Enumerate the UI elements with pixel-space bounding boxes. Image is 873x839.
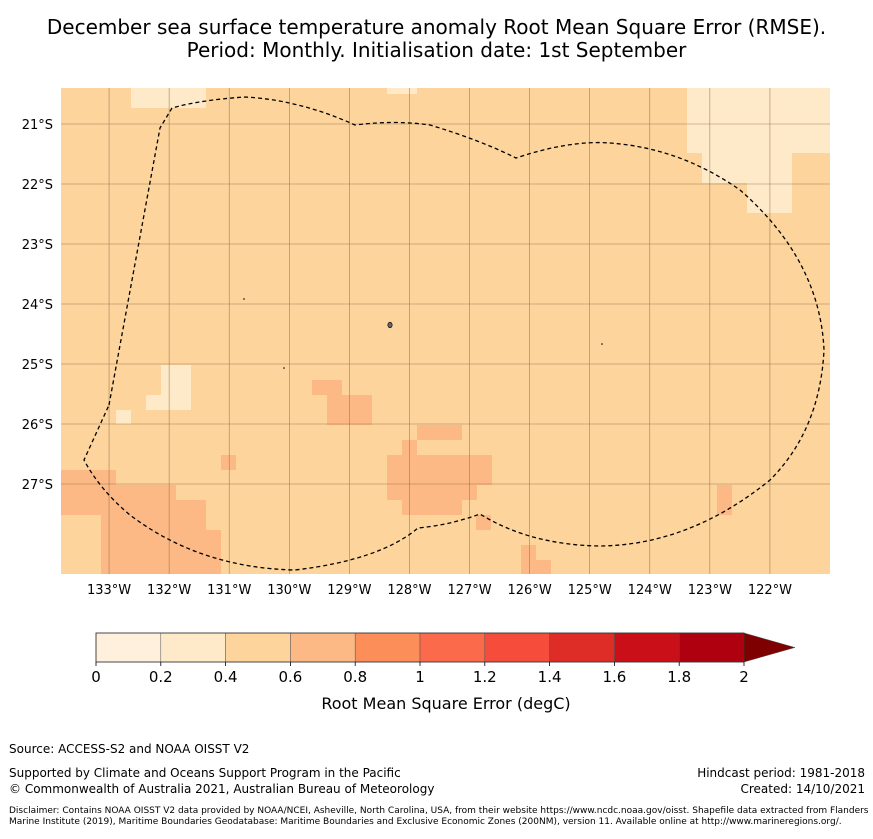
colorbar-label: Root Mean Square Error (degC)	[321, 694, 570, 713]
rmse-cell-low	[146, 395, 161, 410]
source-text: Source: ACCESS-S2 and NOAA OISST V2	[9, 742, 250, 756]
colorbar-segment	[549, 632, 615, 663]
lon-label: 124°W	[628, 583, 672, 598]
rmse-cell-mid	[387, 485, 477, 500]
colorbar-tick-label: 0	[91, 668, 101, 686]
lat-label: 21°S	[22, 118, 53, 133]
colorbar-segment	[160, 632, 226, 663]
title-line-2: Period: Monthly. Initialisation date: 1s…	[186, 38, 687, 62]
lon-label: 128°W	[387, 583, 431, 598]
lon-label: 127°W	[447, 583, 491, 598]
created-text: Created: 14/10/2021	[740, 782, 865, 796]
lon-label: 131°W	[207, 583, 251, 598]
lon-label: 123°W	[688, 583, 732, 598]
lon-label: 126°W	[508, 583, 552, 598]
lat-label: 27°S	[22, 478, 53, 493]
lon-label: 133°W	[87, 583, 131, 598]
colorbar-segment	[484, 632, 550, 663]
island-small-1	[243, 298, 245, 300]
lon-label: 132°W	[147, 583, 191, 598]
colorbar-segment	[419, 632, 486, 663]
rmse-cell-mid	[206, 530, 221, 574]
rmse-cell-mid	[176, 500, 206, 574]
graticule	[61, 88, 830, 574]
lat-label: 26°S	[22, 418, 53, 433]
rmse-cell-mid	[476, 515, 491, 530]
colorbar-segment	[354, 632, 421, 663]
rmse-cell-low	[387, 88, 417, 94]
colorbar-tick-label: 0.8	[343, 668, 367, 686]
lon-label: 125°W	[568, 583, 612, 598]
colorbar-tick-label: 1.8	[667, 668, 691, 686]
latitude-labels: 21°S 22°S 23°S 24°S 25°S 26°S 27°S	[22, 118, 53, 493]
rmse-cell-low	[116, 410, 131, 424]
rmse-cell-mid	[402, 500, 462, 515]
rmse-cell-low	[131, 88, 206, 108]
lon-label: 122°W	[748, 583, 792, 598]
rmse-cell-low	[687, 88, 830, 153]
lat-label: 23°S	[22, 238, 53, 253]
island-small-3	[601, 343, 603, 345]
rmse-cell-low	[702, 153, 792, 183]
colorbar-segment	[225, 632, 291, 663]
colorbar-tick-label: 1.6	[602, 668, 626, 686]
copyright-text: © Commonwealth of Australia 2021, Austra…	[9, 782, 435, 796]
colorbar: 0 0.2 0.4 0.6 0.8 1 1.2 1.4 1.6 1.8 2	[91, 632, 796, 686]
rmse-grid	[61, 88, 830, 574]
colorbar-tick-label: 2	[739, 668, 749, 686]
island-small-2	[283, 367, 285, 369]
rmse-cell-low	[747, 183, 792, 213]
eez-boundary	[83, 96, 825, 571]
colorbar-tick-label: 0.4	[214, 668, 238, 686]
rmse-cell-mid	[417, 425, 462, 440]
lat-label: 25°S	[22, 358, 53, 373]
rmse-cell-mid	[521, 560, 551, 574]
colorbar-segment	[678, 632, 745, 663]
title-line-1: December sea surface temperature anomaly…	[46, 15, 827, 39]
chart-title: December sea surface temperature anomaly…	[0, 16, 873, 62]
lon-label: 129°W	[327, 583, 371, 598]
rmse-cell-mid	[521, 545, 536, 560]
colorbar-tick-label: 1.2	[473, 668, 497, 686]
rmse-cell-mid	[717, 485, 732, 515]
colorbar-tick-label: 1	[415, 668, 425, 686]
lat-label: 24°S	[22, 298, 53, 313]
colorbar-tick-label: 0.6	[278, 668, 302, 686]
islands	[243, 298, 603, 369]
supported-text: Supported by Climate and Oceans Support …	[9, 766, 401, 780]
rmse-cell-low	[161, 365, 191, 410]
disclaimer-text: Disclaimer: Contains NOAA OISST V2 data …	[9, 806, 869, 827]
rmse-cell-mid	[312, 380, 342, 395]
island-pitcairn	[387, 321, 393, 329]
colorbar-segment	[95, 632, 162, 663]
longitude-labels: 133°W 132°W 131°W 130°W 129°W 128°W 127°W 126°W…	[87, 583, 792, 598]
colorbar-segment	[290, 632, 356, 663]
colorbar-segment	[614, 632, 680, 663]
colorbar-tick-label: 0.2	[149, 668, 173, 686]
lat-label: 22°S	[22, 178, 53, 193]
hindcast-text: Hindcast period: 1981-2018	[697, 766, 865, 780]
rmse-cell-mid	[221, 455, 236, 470]
rmse-cell-mid	[387, 455, 492, 485]
colorbar-extend-arrow	[743, 632, 796, 663]
lon-label: 130°W	[267, 583, 311, 598]
colorbar-tick-label: 1.4	[538, 668, 562, 686]
